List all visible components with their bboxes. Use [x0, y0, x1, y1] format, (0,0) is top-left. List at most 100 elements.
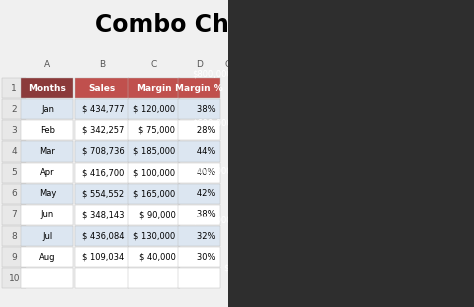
Bar [75, 120, 129, 140]
Title: Combination Chart: Combination Chart [286, 45, 418, 57]
Text: 2: 2 [11, 105, 17, 114]
Bar [178, 184, 220, 204]
Bar [21, 78, 73, 98]
Bar [445, 257, 454, 267]
Bar [128, 163, 180, 183]
Text: $ 165,000: $ 165,000 [133, 189, 175, 198]
Text: 7: 7 [11, 210, 17, 220]
Text: Jun: Jun [41, 210, 54, 220]
Bar [75, 142, 129, 161]
Bar [178, 78, 220, 98]
Text: $ 416,700: $ 416,700 [82, 168, 124, 177]
Bar [21, 184, 73, 204]
Bar [2, 120, 26, 140]
Text: $ 348,143: $ 348,143 [82, 210, 124, 220]
Text: 8: 8 [11, 231, 17, 241]
Text: 6: 6 [11, 189, 17, 198]
Bar [178, 99, 220, 119]
Bar [178, 226, 220, 246]
Bar [21, 226, 73, 246]
Bar [178, 268, 220, 289]
Text: D: D [196, 60, 202, 69]
Text: $ 434,777: $ 434,777 [82, 105, 124, 114]
Bar [128, 226, 180, 246]
Bar [2, 205, 26, 225]
Text: 1: 1 [11, 84, 17, 92]
Bar [75, 247, 129, 267]
Text: May: May [39, 189, 56, 198]
Bar [75, 184, 129, 204]
Bar [2, 247, 26, 267]
Text: $ 40,000: $ 40,000 [138, 253, 175, 262]
Text: 10: 10 [9, 274, 20, 283]
Text: 3: 3 [11, 126, 17, 135]
Text: 42%: 42% [189, 189, 216, 198]
Bar [303, 95, 312, 267]
Text: Margin %: Margin % [175, 84, 223, 92]
Text: Mar: Mar [39, 147, 55, 156]
Bar [21, 163, 73, 183]
Bar [383, 183, 392, 267]
Text: 38%: 38% [189, 210, 216, 220]
Text: Apr: Apr [40, 168, 55, 177]
Text: $ 109,034: $ 109,034 [82, 253, 124, 262]
Bar [178, 120, 220, 140]
Bar [365, 227, 374, 267]
Bar [21, 247, 73, 267]
Bar [2, 142, 26, 161]
Bar [2, 268, 26, 289]
Bar [2, 226, 26, 246]
Text: Aug: Aug [39, 253, 55, 262]
Text: G: G [224, 60, 231, 69]
Bar [2, 163, 26, 183]
Bar [75, 205, 129, 225]
Bar [356, 133, 365, 267]
Bar [21, 142, 73, 161]
Text: $ 90,000: $ 90,000 [138, 210, 175, 220]
Bar [21, 205, 73, 225]
Text: $ 120,000: $ 120,000 [133, 105, 175, 114]
Bar [75, 268, 129, 289]
Text: Jul: Jul [42, 231, 53, 241]
Bar [2, 78, 26, 98]
Text: $ 75,000: $ 75,000 [138, 126, 175, 135]
Bar [75, 99, 129, 119]
Bar [21, 268, 73, 289]
Text: $ 342,257: $ 342,257 [82, 126, 124, 135]
Bar [285, 249, 295, 267]
Bar [178, 247, 220, 267]
Bar [178, 205, 220, 225]
Text: 38%: 38% [189, 105, 216, 114]
Text: $ 708,736: $ 708,736 [82, 147, 124, 156]
Text: 44%: 44% [189, 147, 216, 156]
Bar [128, 142, 180, 161]
Text: $ 185,000: $ 185,000 [133, 147, 175, 156]
Bar [21, 120, 73, 140]
Text: B: B [99, 60, 105, 69]
Text: 4: 4 [11, 147, 17, 156]
Bar [128, 99, 180, 119]
Bar [312, 222, 321, 267]
Bar [338, 243, 348, 267]
Bar [409, 161, 419, 267]
Bar [75, 163, 129, 183]
Text: $ 554,552: $ 554,552 [82, 189, 124, 198]
Bar [128, 205, 180, 225]
Bar [178, 163, 220, 183]
Bar [250, 162, 259, 267]
Bar [259, 238, 268, 267]
Text: Feb: Feb [40, 126, 55, 135]
Text: 9: 9 [11, 253, 17, 262]
Text: $ 130,000: $ 130,000 [133, 231, 175, 241]
Bar [75, 226, 129, 246]
Text: Sales: Sales [88, 84, 116, 92]
Text: Jan: Jan [41, 105, 54, 114]
Bar [2, 184, 26, 204]
Text: C: C [151, 60, 157, 69]
Bar [128, 184, 180, 204]
Text: 32%: 32% [189, 231, 216, 241]
Text: 40%: 40% [189, 168, 216, 177]
Text: 28%: 28% [189, 126, 216, 135]
Text: 5: 5 [11, 168, 17, 177]
Text: Combo Chart in Excel: Combo Chart in Excel [95, 13, 379, 37]
